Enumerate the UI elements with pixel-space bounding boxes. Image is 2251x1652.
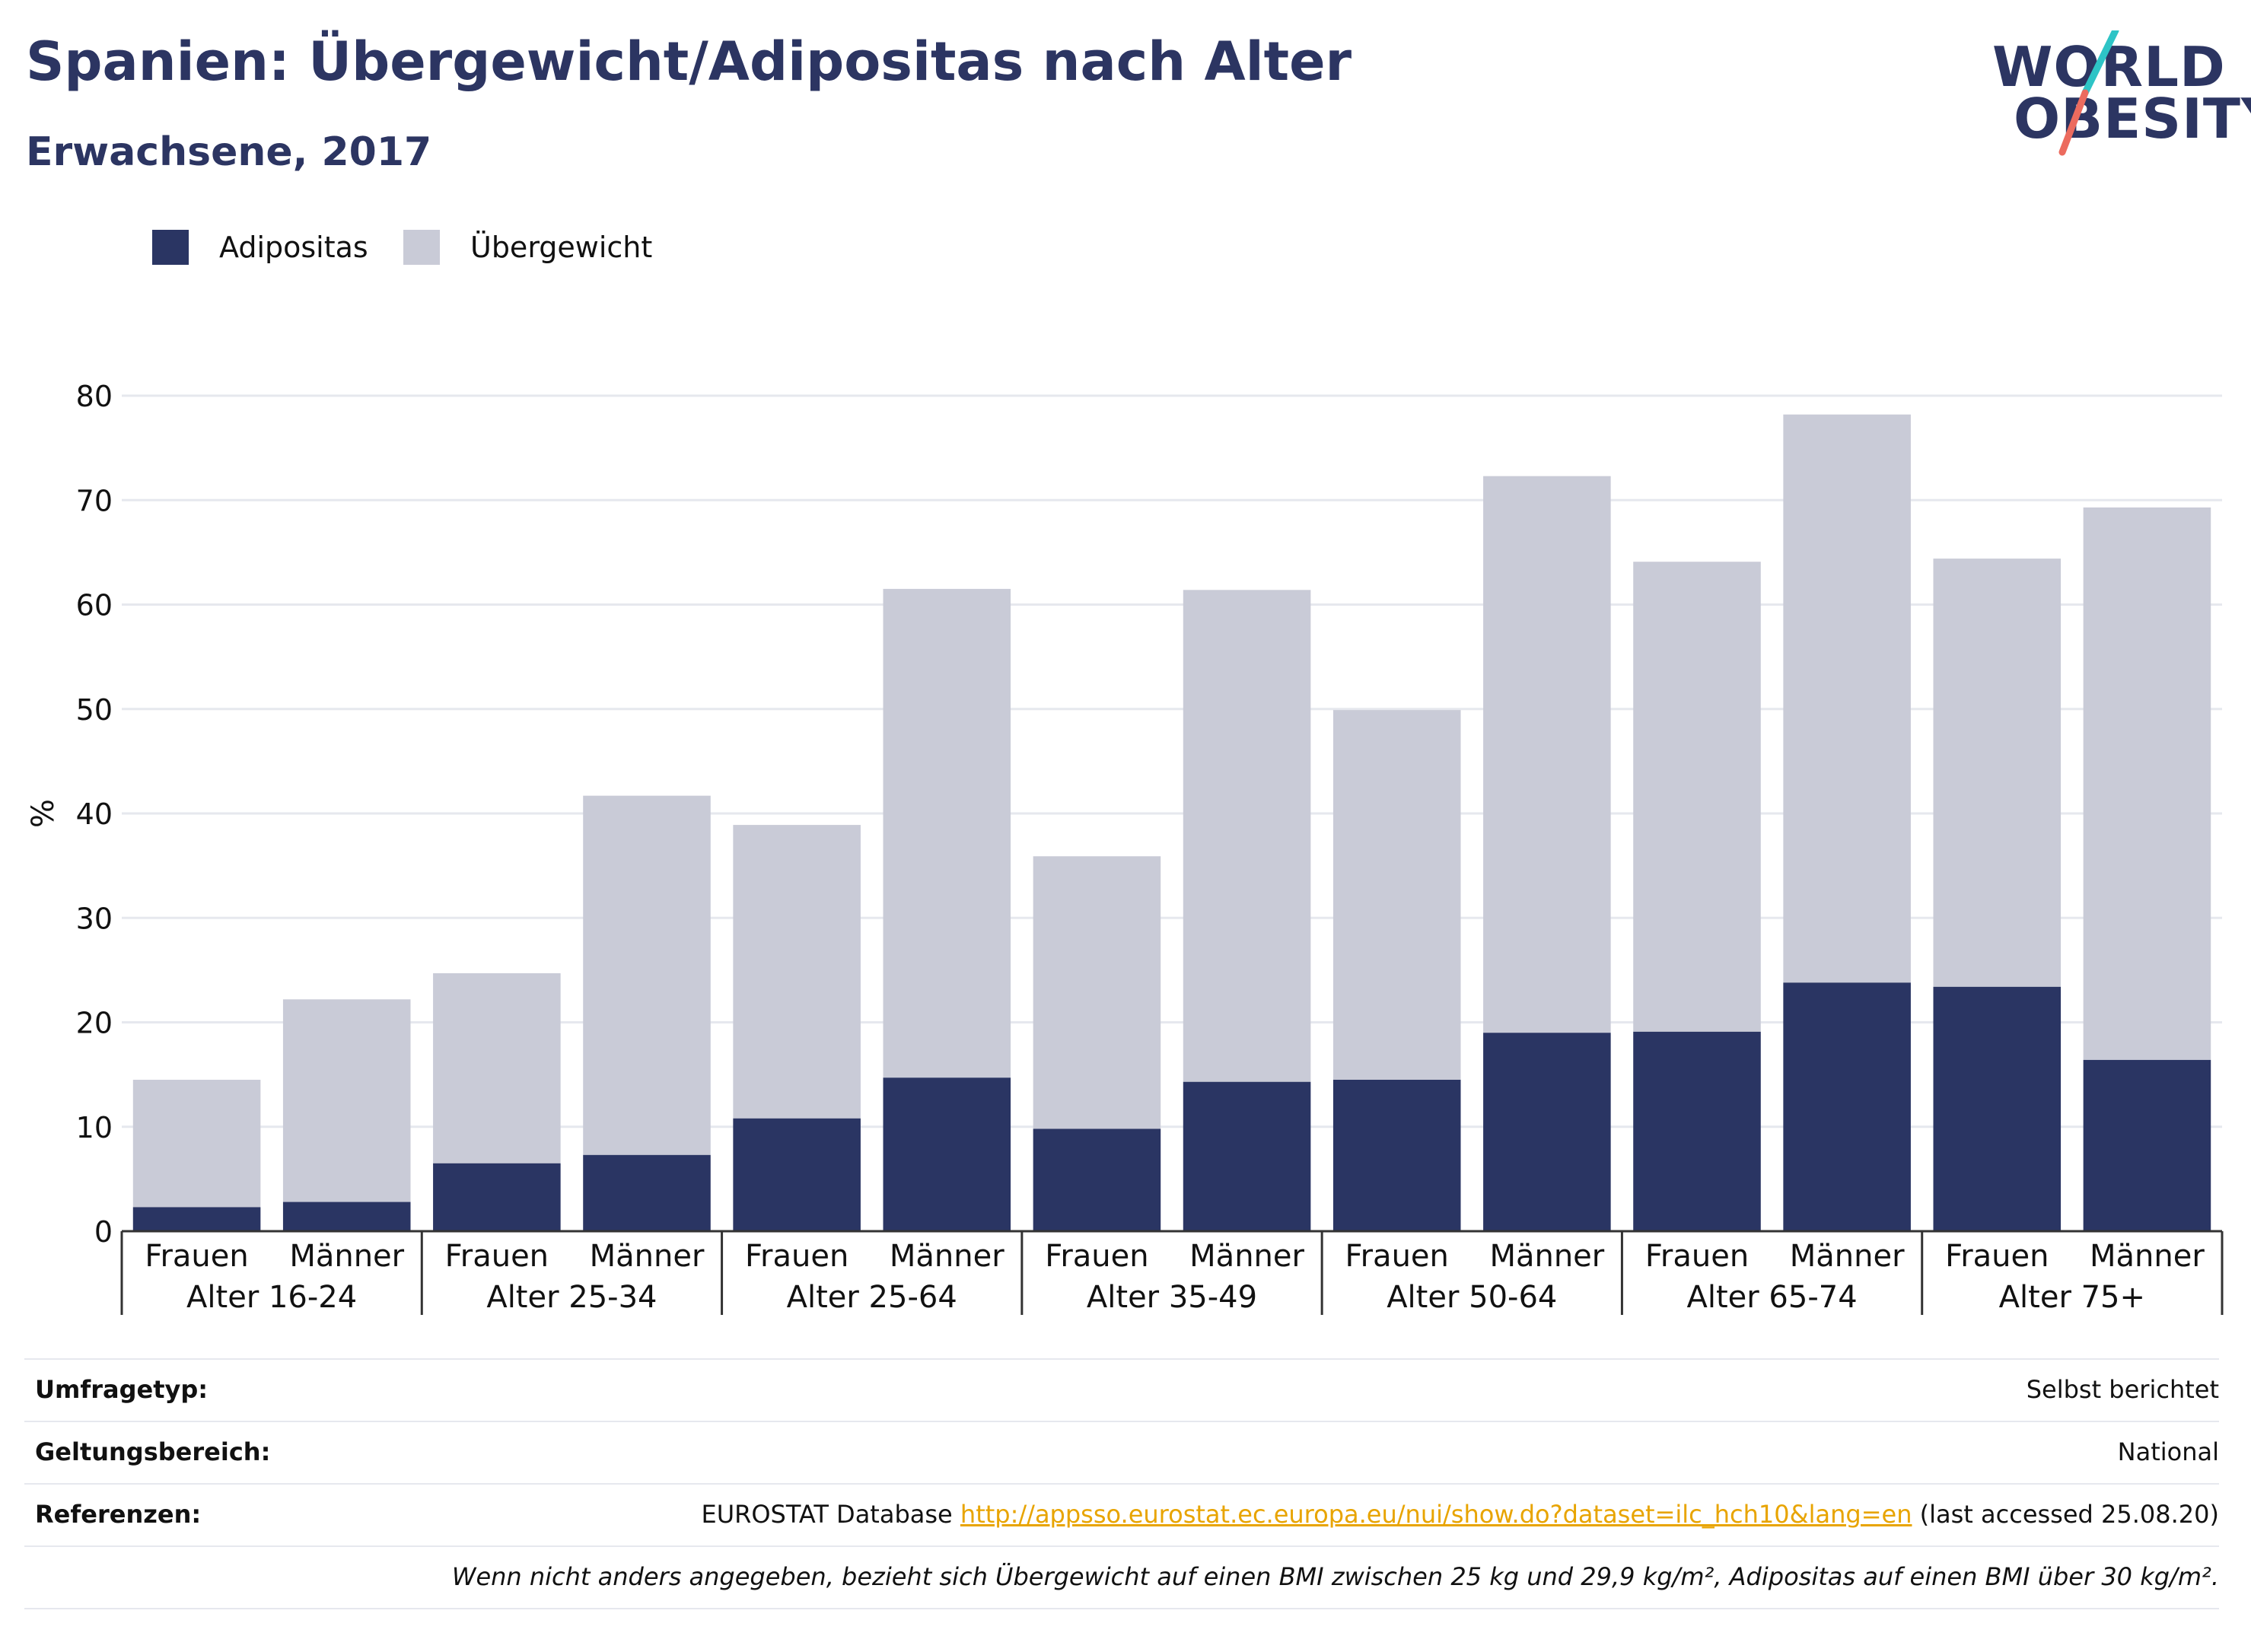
bar-uebergewicht xyxy=(1783,414,1911,983)
bar-adipositas xyxy=(1933,986,2062,1231)
y-tick-label: 10 xyxy=(76,1111,113,1144)
group-label: Alter 35-49 xyxy=(1087,1280,1257,1315)
x-tick-label: Frauen xyxy=(1345,1239,1449,1274)
bar-adipositas xyxy=(1483,1033,1611,1231)
group-label: Alter 25-34 xyxy=(486,1280,657,1315)
bar-adipositas xyxy=(583,1154,711,1231)
y-tick-label: 0 xyxy=(94,1215,113,1249)
bar-adipositas xyxy=(1332,1079,1461,1231)
x-tick-label: Frauen xyxy=(145,1239,248,1274)
x-tick-label: Frauen xyxy=(1945,1239,2049,1274)
bar-adipositas xyxy=(2083,1059,2211,1231)
x-tick-label: Frauen xyxy=(745,1239,849,1274)
x-tick-label: Männer xyxy=(2090,1239,2205,1274)
meta-ref-prefix: EUROSTAT Database xyxy=(701,1500,960,1529)
legend-label-uebergewicht: Übergewicht xyxy=(470,231,653,264)
bar-uebergewicht xyxy=(1332,710,1461,1080)
x-tick-label: Männer xyxy=(1189,1239,1304,1274)
meta-row-survey: Umfragetyp: Selbst berichtet xyxy=(24,1358,2219,1422)
world-obesity-logo: WORLD OBESITY xyxy=(1986,30,2251,167)
bar-uebergewicht xyxy=(883,588,1011,1078)
logo-line-2: OBESITY xyxy=(2014,87,2251,151)
meta-bottom-border xyxy=(24,1608,2219,1609)
x-tick-label: Frauen xyxy=(1045,1239,1148,1274)
x-tick-label: Männer xyxy=(890,1239,1005,1274)
bar-uebergewicht xyxy=(1633,562,1761,1032)
bar-adipositas xyxy=(1783,982,1911,1231)
x-tick-label: Frauen xyxy=(1645,1239,1749,1274)
bar-uebergewicht xyxy=(733,825,861,1119)
meta-row-note: Wenn nicht anders angegeben, bezieht sic… xyxy=(24,1545,2219,1609)
bar-uebergewicht xyxy=(2083,507,2211,1060)
group-label: Alter 75+ xyxy=(1999,1280,2145,1315)
bar-uebergewicht xyxy=(433,972,561,1163)
legend-swatch-uebergewicht xyxy=(403,230,440,265)
bar-adipositas xyxy=(733,1118,861,1231)
meta-row-scope: Geltungsbereich: National xyxy=(24,1421,2219,1485)
bar-adipositas xyxy=(1033,1128,1161,1231)
bar-uebergewicht xyxy=(1033,856,1161,1129)
bar-uebergewicht xyxy=(132,1079,261,1208)
bar-adipositas xyxy=(883,1077,1011,1231)
x-tick-label: Männer xyxy=(590,1239,705,1274)
bar-adipositas xyxy=(282,1202,411,1231)
stacked-bar-chart: 0 10 20 30 40 50 60 70 80% Frauen Männer Frauen Männ… xyxy=(26,380,2224,1315)
meta-survey-value: Selbst berichtet xyxy=(2026,1375,2219,1404)
meta-survey-label: Umfragetyp: xyxy=(35,1375,209,1404)
y-tick-label: 40 xyxy=(76,797,113,831)
y-tick-label: 50 xyxy=(76,693,113,727)
meta-note: Wenn nicht anders angegeben, bezieht sic… xyxy=(451,1562,2219,1591)
meta-scope-value: National xyxy=(2117,1437,2219,1466)
x-tick-label: Männer xyxy=(289,1239,404,1274)
group-label: Alter 50-64 xyxy=(1387,1280,1557,1315)
bar-adipositas xyxy=(1633,1031,1761,1231)
meta-ref-value: EUROSTAT Database http://appsso.eurostat… xyxy=(701,1500,2219,1529)
group-label: Alter 16-24 xyxy=(186,1280,357,1315)
x-tick-label: Frauen xyxy=(445,1239,549,1274)
bar-adipositas xyxy=(433,1163,561,1231)
x-tick-label: Männer xyxy=(1790,1239,1905,1274)
bar-adipositas xyxy=(1183,1081,1311,1231)
y-axis-label: % xyxy=(26,799,61,828)
page-title: Spanien: Übergewicht/Adipositas nach Alt… xyxy=(26,30,1352,93)
group-label: Alter 25-64 xyxy=(787,1280,957,1315)
meta-ref-suffix: (last accessed 25.08.20) xyxy=(1912,1500,2219,1529)
x-tick-label: Männer xyxy=(1489,1239,1604,1274)
y-tick-label: 80 xyxy=(76,380,113,413)
meta-ref-label: Referenzen: xyxy=(35,1500,202,1529)
group-label: Alter 65-74 xyxy=(1686,1280,1857,1315)
bar-uebergewicht xyxy=(1183,590,1311,1082)
meta-scope-label: Geltungsbereich: xyxy=(35,1437,271,1466)
bar-adipositas xyxy=(132,1207,261,1231)
y-tick-label: 30 xyxy=(76,902,113,935)
legend-label-adipositas: Adipositas xyxy=(219,231,368,264)
y-tick-label: 60 xyxy=(76,589,113,622)
logo-slash-icon xyxy=(2058,30,2119,156)
bar-uebergewicht xyxy=(1933,559,2062,987)
meta-ref-link[interactable]: http://appsso.eurostat.ec.europa.eu/nui/… xyxy=(960,1500,1912,1529)
bar-uebergewicht xyxy=(583,795,711,1155)
meta-row-references: Referenzen: EUROSTAT Database http://app… xyxy=(24,1483,2219,1547)
bar-uebergewicht xyxy=(282,999,411,1202)
bar-uebergewicht xyxy=(1483,476,1611,1033)
page-subtitle: Erwachsene, 2017 xyxy=(26,129,432,175)
y-tick-label: 70 xyxy=(76,484,113,517)
y-tick-label: 20 xyxy=(76,1007,113,1040)
legend-swatch-adipositas xyxy=(152,230,189,265)
